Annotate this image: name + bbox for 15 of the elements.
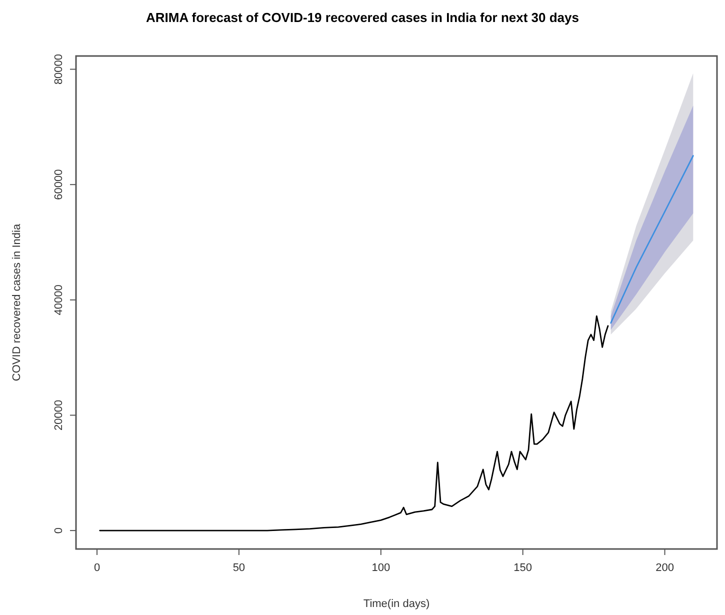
y-axis-title: COVID recovered cases in India xyxy=(11,223,23,382)
line-series xyxy=(99,315,609,532)
y-tick-label: 0 xyxy=(53,527,65,534)
x-tick-label: 0 xyxy=(94,562,100,574)
chart-title: ARIMA forecast of COVID-19 recovered cases in India for next 30 days xyxy=(146,10,579,25)
x-axis-title: Time(in days) xyxy=(363,598,430,610)
y-tick-label: 20000 xyxy=(53,400,65,431)
y-tick-label: 60000 xyxy=(53,169,65,200)
y-tick-label: 40000 xyxy=(53,284,65,316)
y-tick-label: 80000 xyxy=(53,54,65,85)
x-tick-label: 200 xyxy=(656,562,674,574)
x-tick-label: 150 xyxy=(514,562,532,574)
x-tick-label: 50 xyxy=(232,562,246,574)
x-tick-label: 100 xyxy=(372,562,390,574)
line-series xyxy=(610,155,694,324)
